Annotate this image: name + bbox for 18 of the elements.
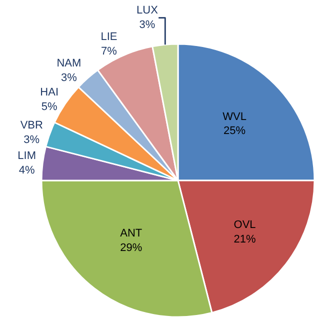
slice-label: WVL xyxy=(222,110,246,123)
slice-label: LIE xyxy=(100,31,118,43)
slice-label: ANT xyxy=(120,228,142,240)
data-label: 29% xyxy=(120,242,142,254)
slice-label: HAI xyxy=(40,86,59,98)
slice-label: LIM xyxy=(18,150,36,162)
data-label: 4% xyxy=(18,164,35,176)
slice-label: LUX xyxy=(136,4,159,17)
data-label: 3% xyxy=(24,134,40,146)
data-label: 3% xyxy=(139,19,156,31)
data-label: 25% xyxy=(224,125,246,138)
slice-label: VBR xyxy=(20,120,43,132)
slice-label: NAM xyxy=(56,58,82,70)
data-label: 7% xyxy=(101,45,118,58)
data-label: 3% xyxy=(60,72,78,84)
data-label: 5% xyxy=(41,100,58,113)
data-label: 21% xyxy=(234,234,256,246)
slice-label: OVL xyxy=(234,219,256,232)
